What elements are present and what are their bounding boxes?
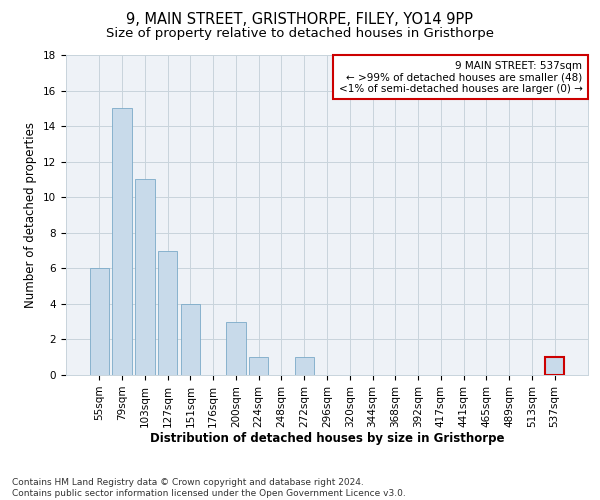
Bar [90, 268, 109, 375]
Bar [545, 357, 564, 375]
Bar [135, 180, 155, 375]
Bar [112, 108, 132, 375]
Text: 9 MAIN STREET: 537sqm
← >99% of detached houses are smaller (48)
<1% of semi-det: 9 MAIN STREET: 537sqm ← >99% of detached… [338, 60, 583, 94]
Y-axis label: Number of detached properties: Number of detached properties [25, 122, 37, 308]
Text: Contains HM Land Registry data © Crown copyright and database right 2024.
Contai: Contains HM Land Registry data © Crown c… [12, 478, 406, 498]
Bar [295, 357, 314, 375]
Bar [249, 357, 268, 375]
Text: Size of property relative to detached houses in Gristhorpe: Size of property relative to detached ho… [106, 28, 494, 40]
Bar [158, 250, 178, 375]
Text: 9, MAIN STREET, GRISTHORPE, FILEY, YO14 9PP: 9, MAIN STREET, GRISTHORPE, FILEY, YO14 … [127, 12, 473, 28]
X-axis label: Distribution of detached houses by size in Gristhorpe: Distribution of detached houses by size … [150, 432, 504, 446]
Bar [226, 322, 245, 375]
Bar [181, 304, 200, 375]
